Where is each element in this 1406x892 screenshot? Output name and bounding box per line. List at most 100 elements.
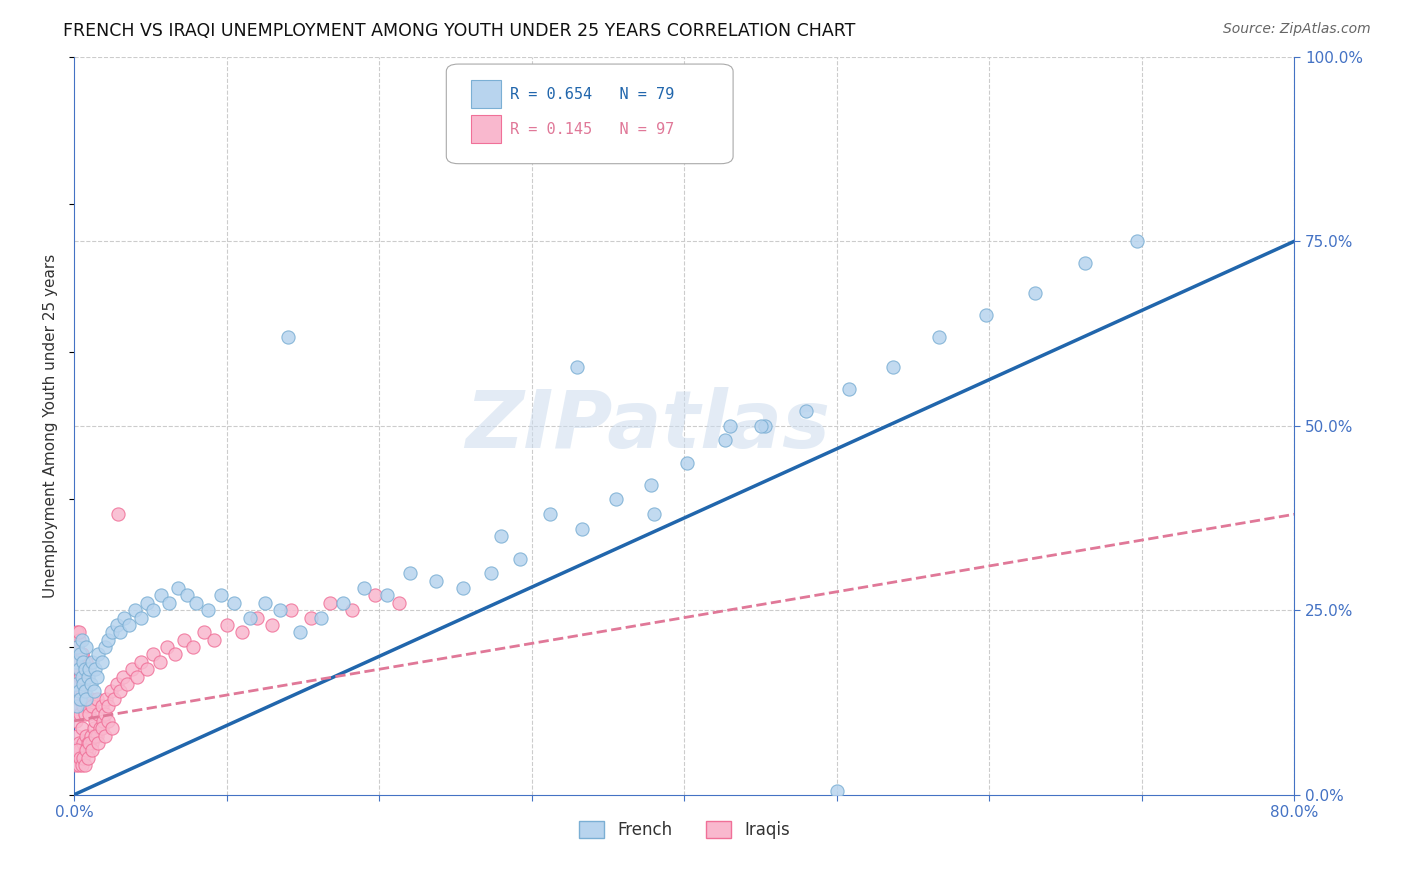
Point: [79, 662, 101, 676]
Point: [100, 684, 122, 698]
Point: [676, 456, 699, 470]
Point: [166, 581, 188, 595]
Point: [70, 648, 93, 662]
Point: [107, 508, 129, 522]
Point: [76, 736, 98, 750]
Point: [97, 699, 120, 714]
Point: [69, 670, 91, 684]
Point: [82, 743, 104, 757]
Point: [538, 508, 561, 522]
Point: [82, 655, 104, 669]
Point: [124, 603, 146, 617]
Legend: French, Iraqis: French, Iraqis: [572, 814, 796, 846]
Point: [288, 625, 311, 640]
Point: [75, 691, 97, 706]
Point: [93, 640, 115, 654]
Point: [76, 670, 98, 684]
Point: [72, 670, 94, 684]
Point: [176, 589, 198, 603]
Point: [70, 632, 93, 647]
Point: [66, 743, 89, 757]
Point: [246, 610, 269, 624]
Point: [87, 706, 110, 721]
Point: [105, 677, 128, 691]
Point: [605, 492, 627, 507]
Point: [66, 640, 89, 654]
Point: [70, 670, 93, 684]
Point: [571, 522, 593, 536]
Point: [70, 721, 93, 735]
Point: [163, 648, 186, 662]
Point: [838, 382, 860, 396]
Point: [156, 640, 179, 654]
Point: [69, 691, 91, 706]
Point: [73, 662, 96, 676]
Point: [567, 359, 589, 374]
Point: [1024, 285, 1046, 300]
Point: [714, 434, 737, 448]
Point: [70, 684, 93, 698]
Point: [82, 736, 104, 750]
Point: [142, 603, 165, 617]
Point: [90, 721, 112, 735]
Point: [121, 662, 143, 676]
Point: [67, 684, 90, 698]
Point: [136, 662, 159, 676]
Point: [75, 655, 97, 669]
Point: [66, 699, 89, 714]
Point: [65, 758, 87, 772]
Point: [204, 632, 226, 647]
Point: [749, 418, 772, 433]
Point: [66, 625, 89, 640]
Point: [754, 418, 776, 433]
Point: [66, 655, 89, 669]
Point: [1074, 256, 1097, 270]
Point: [231, 625, 253, 640]
Point: [509, 551, 531, 566]
Point: [70, 648, 93, 662]
Point: [97, 632, 120, 647]
Text: R = 0.145   N = 97: R = 0.145 N = 97: [510, 121, 673, 136]
Point: [280, 603, 302, 617]
Point: [97, 714, 120, 728]
Point: [73, 684, 96, 698]
Point: [80, 691, 103, 706]
Point: [114, 610, 136, 624]
Point: [238, 610, 260, 624]
Point: [332, 596, 354, 610]
Point: [69, 751, 91, 765]
Point: [479, 566, 502, 581]
Point: [69, 743, 91, 757]
Point: [197, 603, 219, 617]
Point: [87, 736, 110, 750]
Point: [66, 699, 89, 714]
Point: [105, 618, 128, 632]
Point: [65, 751, 87, 765]
Point: [375, 589, 398, 603]
Point: [1126, 234, 1149, 248]
Point: [157, 596, 180, 610]
Point: [75, 691, 97, 706]
Text: ZIPatlas: ZIPatlas: [465, 387, 830, 465]
Point: [75, 640, 97, 654]
Point: [73, 758, 96, 772]
Point: [79, 743, 101, 757]
Point: [388, 596, 411, 610]
Point: [89, 721, 111, 735]
Point: [72, 699, 94, 714]
Point: [224, 596, 246, 610]
Point: [80, 729, 103, 743]
Point: [70, 751, 93, 765]
Point: [67, 662, 90, 676]
Point: [319, 596, 342, 610]
Point: [67, 736, 90, 750]
Point: [73, 670, 96, 684]
Point: [101, 721, 124, 735]
Point: [451, 581, 474, 595]
Point: [86, 691, 108, 706]
Point: [718, 418, 741, 433]
Point: [299, 610, 322, 624]
Point: [173, 632, 195, 647]
Point: [84, 662, 107, 676]
Point: [67, 632, 90, 647]
